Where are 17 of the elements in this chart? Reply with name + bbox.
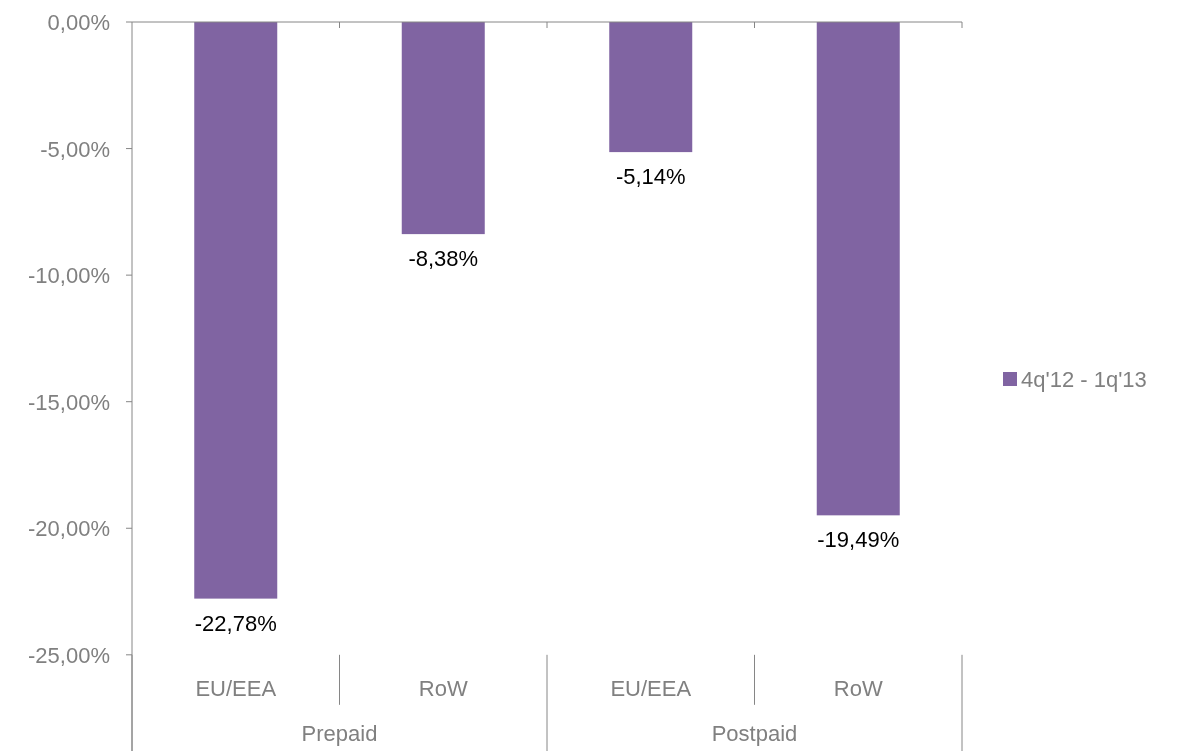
- y-tick-label: -15,00%: [28, 389, 110, 415]
- data-label: -22,78%: [194, 610, 277, 636]
- y-tick-label: -10,00%: [28, 263, 110, 289]
- annotation: Prepaid: [301, 720, 378, 746]
- y-tick-label: -20,00%: [28, 516, 110, 542]
- x-tick-label: EU/EEA: [195, 675, 277, 701]
- data-label: -5,14%: [615, 164, 686, 190]
- x-tick-label: RoW: [833, 675, 883, 701]
- data-label: -8,38%: [408, 246, 479, 272]
- x-tick-label: EU/EEA: [610, 675, 692, 701]
- y-tick-label: -25,00%: [28, 642, 110, 668]
- data-label: -19,49%: [817, 527, 900, 553]
- x-tick-label: RoW: [418, 675, 468, 701]
- y-tick-label: -5,00%: [40, 136, 110, 162]
- annotation: Postpaid: [711, 720, 798, 746]
- y-tick-label: 0,00%: [47, 10, 110, 35]
- legend-label: 4q'12 - 1q'13: [1021, 367, 1147, 392]
